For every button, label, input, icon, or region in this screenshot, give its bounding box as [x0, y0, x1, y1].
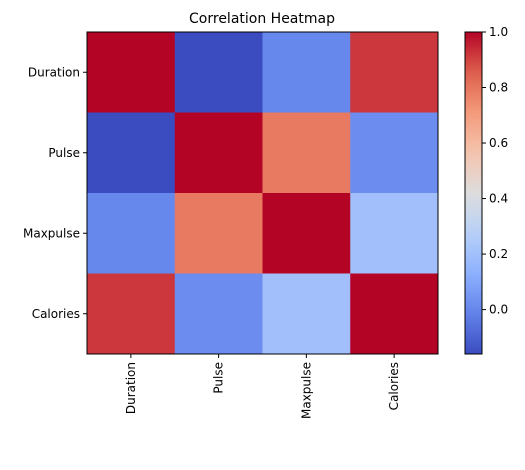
plot-frame	[86, 31, 439, 355]
y-tick-label: Calories	[32, 307, 80, 321]
colorbar-tick-label: 0.4	[489, 192, 508, 206]
colorbar-tick-label: 0.2	[489, 247, 508, 261]
y-tick-label: Maxpulse	[23, 226, 80, 240]
heatmap-cell-duration-duration	[87, 32, 176, 113]
heatmap-cell-calories-calories	[350, 273, 439, 355]
heatmap-cell-maxpulse-pulse	[174, 193, 263, 274]
colorbar-tick-label: 1.0	[489, 25, 508, 39]
heatmap-cell-duration-pulse	[174, 32, 263, 113]
colorbar-tick-label: 0.6	[489, 136, 508, 150]
heatmap-cell-duration-calories	[350, 32, 439, 113]
plot-border	[86, 31, 439, 355]
heatmap-cell-calories-maxpulse	[262, 273, 351, 355]
y-tick-label: Pulse	[48, 146, 80, 160]
heatmap-cells	[87, 32, 439, 355]
heatmap-cell-maxpulse-duration	[87, 193, 176, 274]
heatmap-cell-pulse-duration	[87, 112, 176, 194]
colorbar-gradient	[464, 31, 483, 355]
x-axis: Duration Pulse Maxpulse Calories	[124, 354, 401, 419]
heatmap-cell-maxpulse-maxpulse	[262, 193, 351, 274]
heatmap-cell-maxpulse-calories	[350, 193, 439, 274]
heatmap-cell-duration-maxpulse	[262, 32, 351, 113]
heatmap-cell-pulse-maxpulse	[262, 112, 351, 194]
x-tick-label: Duration	[124, 362, 138, 414]
x-tick-label: Calories	[387, 362, 401, 410]
y-axis: Duration Pulse Maxpulse Calories	[23, 65, 87, 321]
heatmap-cell-calories-pulse	[174, 273, 263, 355]
chart-title: Correlation Heatmap	[189, 11, 335, 27]
heatmap-cell-pulse-pulse	[174, 112, 263, 194]
colorbar-tick-label: 0.0	[489, 303, 508, 317]
x-tick-label: Pulse	[212, 362, 226, 394]
x-tick-label: Maxpulse	[299, 362, 313, 419]
y-tick-label: Duration	[28, 65, 80, 79]
colorbar-tick-label: 0.8	[489, 81, 508, 95]
heatmap-cell-pulse-calories	[350, 112, 439, 194]
heatmap-cell-calories-duration	[87, 273, 176, 355]
colorbar: 0.0 0.2 0.4 0.6 0.8 1.0	[464, 25, 508, 355]
